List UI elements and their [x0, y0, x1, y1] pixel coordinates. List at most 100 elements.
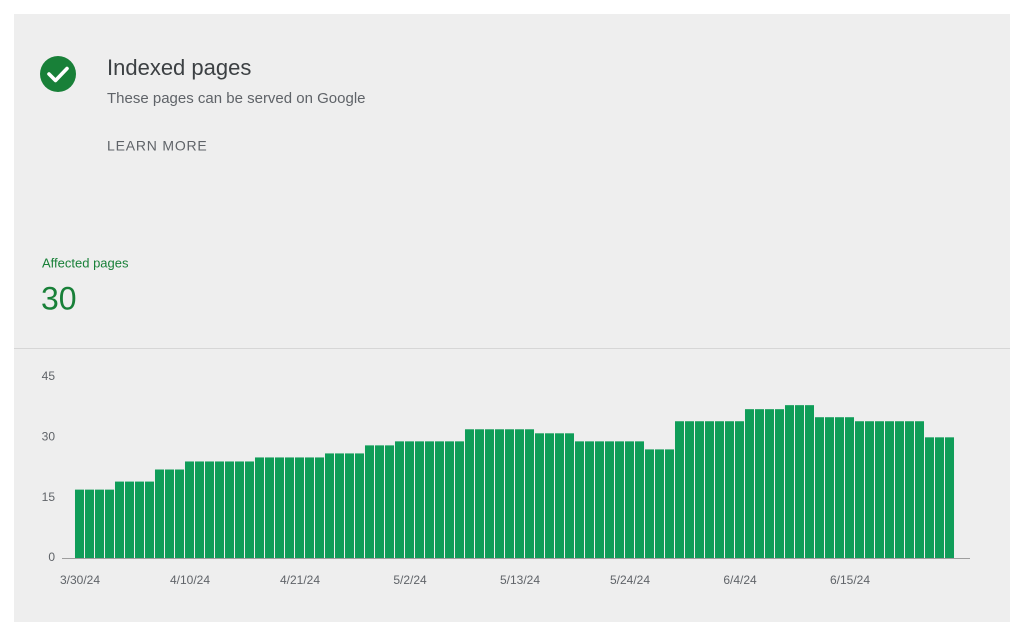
bar [135, 481, 144, 558]
bar [125, 481, 134, 558]
bar [395, 441, 404, 558]
x-tick-label: 5/2/24 [393, 573, 427, 587]
bar [755, 409, 764, 558]
bar [425, 441, 434, 558]
bar [365, 445, 374, 558]
bar [815, 417, 824, 558]
bar [95, 489, 104, 558]
bar [265, 457, 274, 558]
bar [75, 489, 84, 558]
bar [765, 409, 774, 558]
bar [85, 489, 94, 558]
bar [855, 421, 864, 558]
bar [375, 445, 384, 558]
bar [585, 441, 594, 558]
bar [655, 449, 664, 558]
bar [235, 461, 244, 558]
title: Indexed pages [107, 55, 251, 80]
bar [675, 421, 684, 558]
bar [105, 489, 114, 558]
bar [275, 457, 284, 558]
bar [835, 417, 844, 558]
bar [925, 437, 934, 558]
bar [775, 409, 784, 558]
y-tick-label: 15 [42, 490, 56, 504]
bar [555, 433, 564, 558]
bar [295, 457, 304, 558]
x-tick-label: 5/24/24 [610, 573, 650, 587]
bar [345, 453, 354, 558]
x-tick-label: 5/13/24 [500, 573, 540, 587]
bar [335, 453, 344, 558]
bar [355, 453, 364, 558]
bar [325, 453, 334, 558]
bar [595, 441, 604, 558]
summary-label: Affected pages [42, 255, 129, 270]
bar [745, 409, 754, 558]
bar [115, 481, 124, 558]
bar [545, 433, 554, 558]
bar [405, 441, 414, 558]
bar [145, 481, 154, 558]
bar [845, 417, 854, 558]
bar [875, 421, 884, 558]
bar [885, 421, 894, 558]
check-icon [40, 56, 76, 92]
bar [945, 437, 954, 558]
bar [605, 441, 614, 558]
bar [525, 429, 534, 558]
bar [865, 421, 874, 558]
bar [615, 441, 624, 558]
bar [455, 441, 464, 558]
bar [685, 421, 694, 558]
bar [705, 421, 714, 558]
bar [625, 441, 634, 558]
y-tick-label: 30 [42, 430, 56, 444]
bar [645, 449, 654, 558]
x-tick-label: 4/21/24 [280, 573, 320, 587]
bar [175, 469, 184, 558]
bar [195, 461, 204, 558]
bar [825, 417, 834, 558]
bar [785, 405, 794, 558]
bar [165, 469, 174, 558]
bar [505, 429, 514, 558]
bar [935, 437, 944, 558]
bar [465, 429, 474, 558]
y-tick-label: 45 [42, 369, 56, 383]
y-tick-label: 0 [48, 550, 55, 564]
bar [255, 457, 264, 558]
bar [895, 421, 904, 558]
summary-value: 30 [41, 280, 77, 316]
bar [315, 457, 324, 558]
learn-more-link[interactable]: LEARN MORE [107, 138, 208, 154]
bar [475, 429, 484, 558]
x-tick-label: 6/15/24 [830, 573, 870, 587]
bar [715, 421, 724, 558]
bar [225, 461, 234, 558]
bar [415, 441, 424, 558]
bar [435, 441, 444, 558]
bar [805, 405, 814, 558]
subtitle: These pages can be served on Google [107, 90, 366, 107]
bar [445, 441, 454, 558]
bar [155, 469, 164, 558]
bar [185, 461, 194, 558]
bar [905, 421, 914, 558]
bar [215, 461, 224, 558]
bar [305, 457, 314, 558]
bar [385, 445, 394, 558]
bar [665, 449, 674, 558]
bar [795, 405, 804, 558]
bar [485, 429, 494, 558]
x-tick-label: 6/4/24 [723, 573, 757, 587]
bar [695, 421, 704, 558]
bar [245, 461, 254, 558]
bar [575, 441, 584, 558]
bar [725, 421, 734, 558]
bar [285, 457, 294, 558]
bar [495, 429, 504, 558]
bar [205, 461, 214, 558]
